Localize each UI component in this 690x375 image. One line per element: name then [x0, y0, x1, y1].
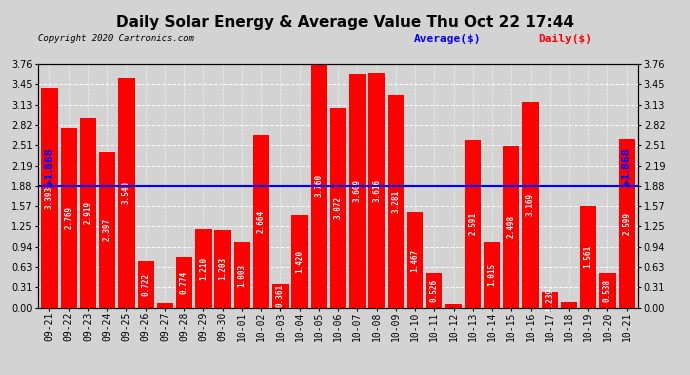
Text: 1.003: 1.003 — [237, 263, 246, 286]
Bar — [41, 87, 58, 308]
Bar — [464, 140, 481, 308]
Text: 2.599: 2.599 — [622, 212, 631, 235]
Text: 3.760: 3.760 — [315, 174, 324, 197]
Text: Copyright 2020 Cartronics.com: Copyright 2020 Cartronics.com — [38, 34, 194, 43]
Bar — [137, 261, 154, 308]
Text: 0.526: 0.526 — [430, 279, 439, 302]
Text: 3.616: 3.616 — [372, 179, 381, 202]
Bar — [195, 229, 212, 308]
Text: 2.769: 2.769 — [64, 206, 73, 229]
Text: Daily($): Daily($) — [538, 34, 592, 44]
Text: 0.538: 0.538 — [603, 279, 612, 302]
Text: 0.722: 0.722 — [141, 273, 150, 296]
Text: Average($): Average($) — [414, 34, 482, 44]
Text: 3.072: 3.072 — [333, 196, 343, 219]
Bar — [253, 135, 269, 308]
Bar — [272, 284, 288, 308]
Bar — [234, 243, 250, 308]
Bar — [157, 303, 173, 307]
Text: 2.919: 2.919 — [83, 201, 92, 225]
Bar — [503, 146, 520, 308]
Bar — [215, 230, 231, 308]
Bar — [445, 304, 462, 307]
Text: 3.393: 3.393 — [45, 186, 54, 209]
Bar — [368, 73, 385, 308]
Bar — [99, 152, 115, 308]
Text: 3.609: 3.609 — [353, 179, 362, 202]
Text: Daily Solar Energy & Average Value Thu Oct 22 17:44: Daily Solar Energy & Average Value Thu O… — [116, 15, 574, 30]
Text: 3.169: 3.169 — [526, 193, 535, 216]
Text: 2.591: 2.591 — [469, 212, 477, 235]
Bar — [618, 139, 635, 308]
Bar — [118, 78, 135, 308]
Text: 0.239: 0.239 — [545, 288, 554, 311]
Bar — [61, 128, 77, 308]
Text: 1.420: 1.420 — [295, 250, 304, 273]
Text: 1.015: 1.015 — [488, 263, 497, 286]
Text: 3.281: 3.281 — [391, 190, 400, 213]
Bar — [600, 273, 615, 308]
Text: 2.397: 2.397 — [103, 218, 112, 242]
Bar — [330, 108, 346, 307]
Bar — [176, 257, 193, 307]
Bar — [522, 102, 539, 308]
Bar — [310, 64, 327, 308]
Text: 2.498: 2.498 — [506, 215, 515, 238]
Text: ▶1.868: ▶1.868 — [622, 148, 632, 186]
Text: 1.561: 1.561 — [584, 245, 593, 268]
Bar — [426, 273, 442, 308]
Text: 0.361: 0.361 — [276, 284, 285, 308]
Text: 2.664: 2.664 — [257, 210, 266, 233]
Bar — [388, 95, 404, 308]
Text: 1.467: 1.467 — [411, 248, 420, 272]
Bar — [80, 118, 96, 308]
Bar — [291, 216, 308, 308]
Bar — [349, 74, 366, 308]
Bar — [542, 292, 558, 308]
Text: ▶1.868: ▶1.868 — [44, 148, 55, 186]
Text: 0.774: 0.774 — [179, 271, 188, 294]
Bar — [484, 242, 500, 308]
Bar — [580, 206, 596, 308]
Text: 3.540: 3.540 — [122, 181, 131, 204]
Text: 1.203: 1.203 — [218, 257, 227, 280]
Text: 1.210: 1.210 — [199, 257, 208, 280]
Bar — [407, 212, 423, 308]
Bar — [561, 302, 577, 307]
